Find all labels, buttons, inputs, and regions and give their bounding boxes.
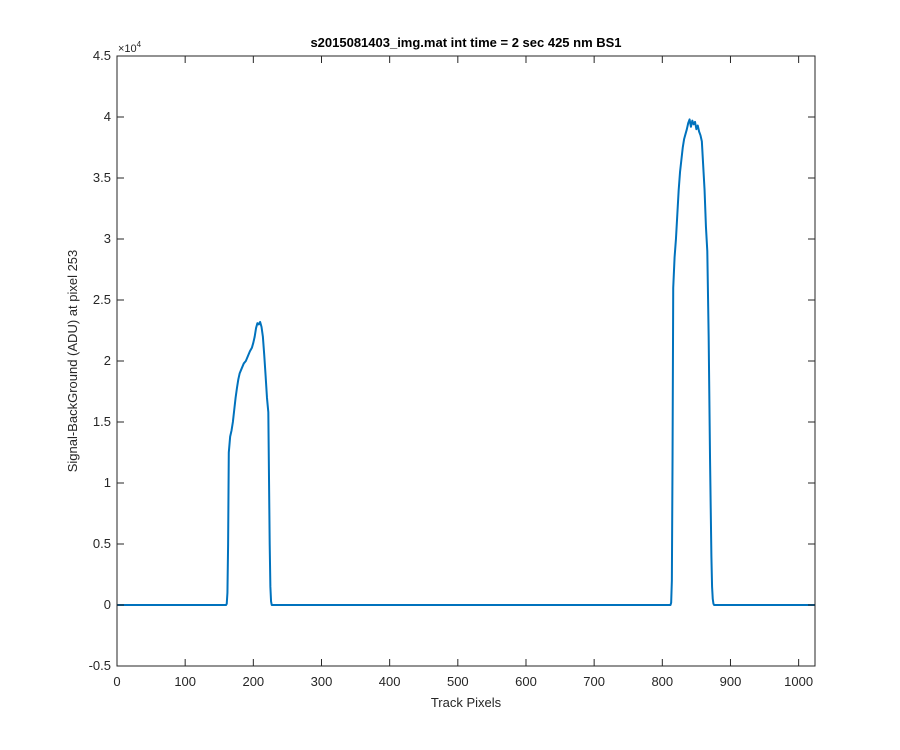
x-tick-label: 900 xyxy=(720,674,742,689)
y-tick-label: 1.5 xyxy=(93,414,111,429)
y-tick-label: 3.5 xyxy=(93,170,111,185)
series-line-0 xyxy=(117,118,815,606)
tick-layer: 0 100 200 300 400 500 600 700 800 900 1000-0.500.5… xyxy=(89,48,815,689)
y-tick-label: -0.5 xyxy=(89,658,111,673)
y-tick-label: 4.5 xyxy=(93,48,111,63)
y-tick-label: 3 xyxy=(104,231,111,246)
x-tick-label: 1000 xyxy=(784,674,813,689)
y-tick-label: 4 xyxy=(104,109,111,124)
chart-title: s2015081403_img.mat int time = 2 sec 425… xyxy=(310,35,621,50)
y-tick-label: 1 xyxy=(104,475,111,490)
y-exponent-label: ×104 xyxy=(118,40,142,55)
x-axis-label: Track Pixels xyxy=(431,695,502,710)
y-tick-label: 2.5 xyxy=(93,292,111,307)
x-tick-label: 800 xyxy=(651,674,673,689)
x-tick-label: 100 xyxy=(174,674,196,689)
x-tick-label: 200 xyxy=(242,674,264,689)
y-exponent-base: ×10 xyxy=(118,43,137,55)
y-tick-label: 0.5 xyxy=(93,536,111,551)
x-tick-label: 700 xyxy=(583,674,605,689)
x-tick-label: 400 xyxy=(379,674,401,689)
plot-area xyxy=(117,56,815,666)
x-tick-label: 600 xyxy=(515,674,537,689)
x-tick-label: 300 xyxy=(311,674,333,689)
data-layer xyxy=(117,118,815,606)
y-tick-label: 2 xyxy=(104,353,111,368)
y-axis-label: Signal-BackGround (ADU) at pixel 253 xyxy=(65,250,80,473)
axes-box xyxy=(116,55,816,667)
y-exponent-power: 4 xyxy=(137,40,142,49)
y-tick-label: 0 xyxy=(104,597,111,612)
x-tick-label: 0 xyxy=(113,674,120,689)
x-tick-label: 500 xyxy=(447,674,469,689)
